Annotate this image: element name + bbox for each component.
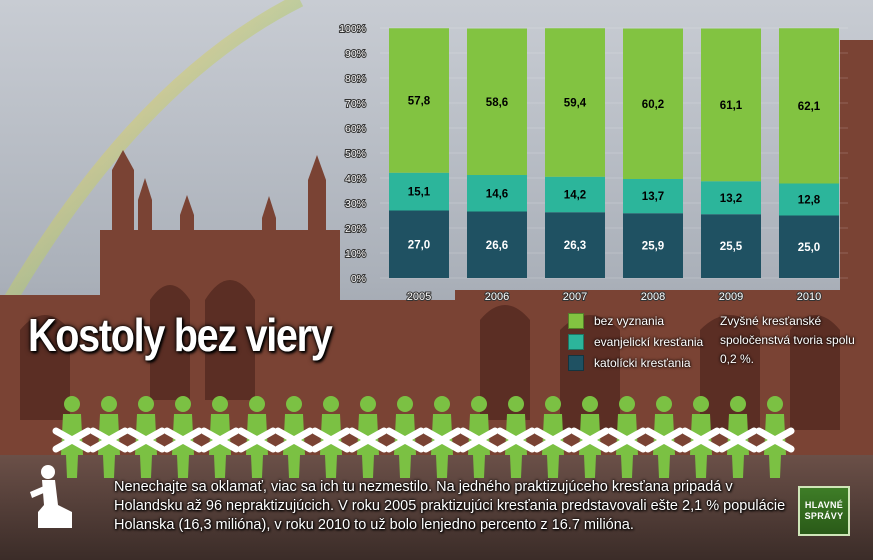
bars: 27,0 15,1 57,8 26,6 14,6 58,6 26,3 14,2 59,4 25,9…: [389, 28, 839, 278]
bar-segment: [623, 28, 683, 179]
bar-segment: [779, 183, 839, 216]
data-label: 60,2: [642, 99, 664, 111]
bar-segment: [545, 28, 605, 177]
legend-item-none: bez vyznania: [568, 312, 664, 330]
x-tick-label: 2010: [797, 291, 821, 303]
kneeling-figure: [30, 465, 72, 528]
y-tick-label: 10%: [345, 248, 366, 260]
figure: [311, 396, 351, 478]
bar-segment: [389, 172, 449, 211]
legend-note: Zvyšné kresťanské spoločenstvá tvoria sp…: [720, 314, 855, 366]
figure: [533, 396, 573, 478]
data-label: 14,2: [564, 190, 586, 202]
rainbow: [3, 0, 304, 304]
legend-swatch: [568, 334, 584, 350]
data-label: 25,0: [798, 242, 820, 254]
data-label: 61,1: [720, 100, 743, 112]
bar-segment: [545, 212, 605, 278]
figure: [644, 396, 684, 478]
data-label: 25,9: [642, 241, 664, 253]
data-label: 13,2: [720, 193, 742, 205]
bar-segment: [701, 214, 761, 278]
y-axis-ticks: 0% 10% 20% 30% 40% 50% 60% 70% 80% 90% 100%: [338, 22, 367, 286]
figure: [274, 396, 314, 478]
data-label: 57,8: [408, 96, 431, 108]
bar-segment: [701, 28, 761, 182]
x-tick-label: 2006: [485, 291, 509, 303]
figure: [459, 396, 499, 478]
bar-segment: [467, 211, 527, 278]
y-tick-label: 90%: [345, 48, 366, 60]
data-label: 59,4: [564, 98, 587, 110]
legend-item-evangelical: evanjelickí kresťania: [568, 333, 703, 351]
bar-segment: [623, 213, 683, 278]
data-label: 58,6: [486, 97, 508, 109]
figure: [126, 396, 166, 478]
caption: Nenechajte sa oklamať, viac sa ich tu ne…: [114, 479, 786, 533]
figure: [348, 396, 388, 478]
data-label: 62,1: [798, 101, 821, 113]
y-tick-label: 100%: [339, 23, 366, 35]
logo-line-2: SPRÁVY: [804, 511, 844, 521]
y-tick-label: 40%: [345, 173, 366, 185]
data-label: 14,6: [486, 188, 508, 200]
bar-segment: [545, 176, 605, 213]
figure: [570, 396, 610, 478]
figure: [681, 396, 721, 478]
data-label: 26,3: [564, 240, 586, 252]
y-tick-label: 80%: [345, 73, 366, 85]
x-tick-label: 2005: [407, 291, 431, 303]
y-tick-label: 30%: [345, 198, 366, 210]
x-tick-label: 2009: [719, 291, 743, 303]
figure: [163, 396, 203, 478]
legend-label: katolícki kresťania: [594, 356, 691, 370]
data-label: 27,0: [408, 239, 430, 251]
legend-label: bez vyznania: [594, 314, 665, 328]
data-label: 25,5: [720, 241, 743, 253]
y-tick-label: 50%: [345, 148, 366, 160]
legend: bez vyznania evanjelickí kresťania katol…: [568, 312, 868, 382]
figure: [422, 396, 462, 478]
bar-segment: [701, 181, 761, 215]
bar-segment: [779, 28, 839, 184]
figures-row: [52, 396, 795, 478]
figure: [755, 396, 795, 478]
bar-segment: [779, 215, 839, 278]
x-tick-label: 2007: [563, 291, 587, 303]
legend-label: evanjelickí kresťania: [594, 335, 704, 349]
bar-segment: [389, 210, 449, 278]
figure: [607, 396, 647, 478]
data-label: 15,1: [408, 187, 431, 199]
figure: [718, 396, 758, 478]
hlavne-spravy-logo[interactable]: HLAVNÉ SPRÁVY: [798, 486, 850, 536]
legend-swatch: [568, 355, 584, 371]
grid: [380, 27, 848, 279]
data-label: 26,6: [486, 240, 508, 252]
bar-segment: [389, 28, 449, 173]
bar-segment: [623, 179, 683, 214]
legend-swatch: [568, 313, 584, 329]
bar-segment: [467, 175, 527, 212]
data-label: 13,7: [642, 191, 664, 203]
y-tick-label: 60%: [345, 123, 366, 135]
y-tick-label: 20%: [345, 223, 366, 235]
figure: [89, 396, 129, 478]
figure: [52, 396, 92, 478]
data-label: 12,8: [798, 195, 821, 207]
bar-segment: [467, 28, 527, 175]
y-tick-label: 0%: [351, 273, 366, 285]
figure: [200, 396, 240, 478]
figure: [496, 396, 536, 478]
figure: [385, 396, 425, 478]
y-tick-label: 70%: [345, 98, 366, 110]
x-tick-label: 2008: [641, 291, 665, 303]
figure: [237, 396, 277, 478]
legend-item-catholic: katolícki kresťania: [568, 354, 691, 372]
x-axis-ticks: 2005 2006 2007 2008 2009 2010: [406, 290, 822, 304]
headline: Kostoly bez viery: [28, 309, 333, 361]
logo-line-1: HLAVNÉ: [804, 500, 844, 510]
